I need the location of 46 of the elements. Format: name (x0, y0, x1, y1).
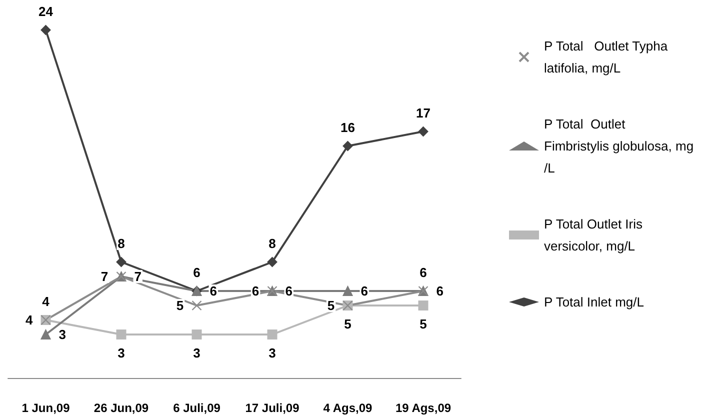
legend-label: P Total Inlet mg/L (544, 294, 644, 310)
point (40, 25, 51, 35)
data-label: 5 (420, 316, 427, 332)
data-label: 5 (176, 298, 184, 313)
point (116, 330, 126, 340)
point (342, 286, 353, 296)
data-label: 4 (42, 294, 50, 309)
x-tick-label: 17 Juli,09 (245, 401, 300, 415)
data-label: 6 (210, 284, 217, 298)
data-label: 5 (344, 316, 352, 332)
point (267, 330, 278, 340)
data-label: 8 (268, 236, 276, 251)
point (192, 330, 202, 340)
x-tick-label: 1 Jun,09 (22, 401, 70, 415)
legend-label: P Total Outlet Fimbristylis globulosa, mg/L (544, 116, 694, 176)
point (418, 126, 428, 136)
data-label: 3 (118, 346, 125, 360)
data-label: 3 (268, 346, 276, 360)
data-label: 3 (58, 327, 66, 342)
data-label: 6 (193, 265, 200, 280)
data-label: 5 (327, 298, 335, 313)
point (342, 141, 353, 151)
point (192, 300, 202, 311)
legend-label: P Total Outlet Typha latifolia, mg/L (544, 38, 672, 76)
data-label: 6 (252, 284, 260, 298)
data-label: 17 (416, 106, 430, 120)
x-tick-label: 4 Ags,09 (323, 401, 373, 415)
data-label: 24 (38, 4, 54, 19)
legend-label: P Total Outlet Iris versicolor, mg/L (544, 216, 646, 254)
data-label: 6 (420, 264, 427, 280)
data-label: 3 (193, 346, 200, 360)
point (116, 257, 126, 267)
x-tick-label: 26 Jun,09 (94, 401, 149, 415)
data-label: 6 (436, 284, 444, 298)
data-label: 6 (285, 284, 292, 298)
data-label: 7 (100, 269, 108, 284)
data-label: 6 (360, 284, 368, 298)
x-tick-label: 19 Ags,09 (395, 401, 452, 415)
data-label: 4 (26, 312, 34, 328)
point (267, 257, 278, 267)
point (418, 300, 428, 310)
point (40, 330, 51, 340)
data-label: 8 (118, 236, 125, 251)
x-tick-label: 6 Juli,09 (173, 401, 221, 415)
data-label: 7 (134, 269, 142, 284)
data-label: 16 (340, 120, 355, 135)
